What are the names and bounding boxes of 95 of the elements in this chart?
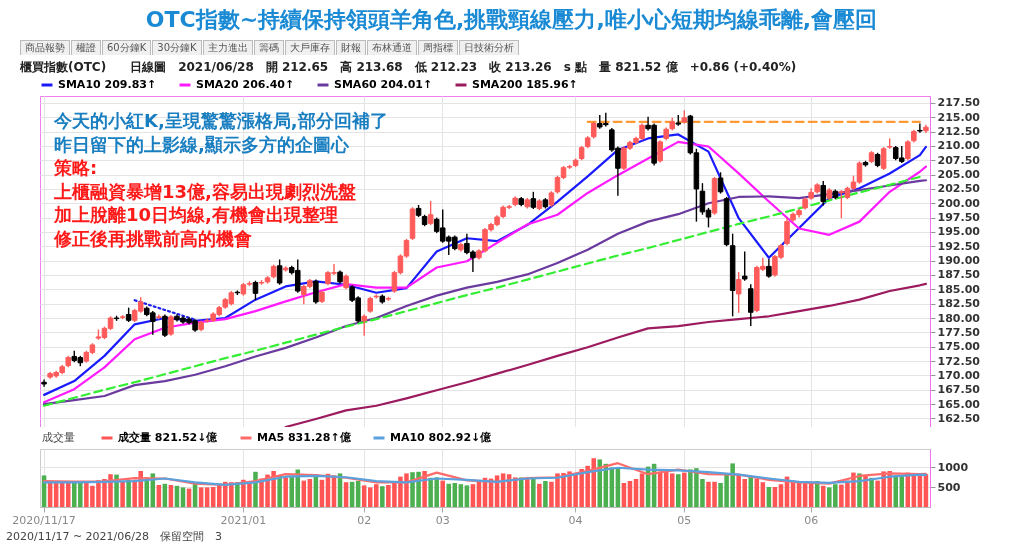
y-tick-label: 172.50 bbox=[937, 354, 981, 368]
y-tick-label: 180.00 bbox=[937, 311, 981, 325]
legend-label: SMA60 204.01↑ bbox=[334, 78, 433, 91]
text: 成交量 bbox=[42, 431, 75, 444]
text: 籌碼 bbox=[253, 40, 284, 55]
y-tick-label: 177.50 bbox=[937, 325, 981, 339]
bar bbox=[204, 487, 210, 507]
bar bbox=[464, 485, 470, 507]
text: 商品報勢 bbox=[20, 40, 70, 55]
bar bbox=[669, 473, 675, 507]
text: 周指標 bbox=[417, 40, 458, 55]
y-tick-label: 500 bbox=[937, 480, 961, 494]
bar bbox=[820, 485, 826, 507]
y-tick-label: 187.50 bbox=[937, 268, 981, 282]
y-tick-label: 182.50 bbox=[937, 297, 981, 311]
x-tick-label: 03 bbox=[435, 513, 450, 527]
candlestick bbox=[917, 122, 923, 134]
x-tick-label: 2020/11/17 bbox=[12, 513, 76, 527]
y-tick-label: 210.00 bbox=[937, 139, 981, 153]
y-tick-label: 195.00 bbox=[937, 225, 981, 239]
bar bbox=[283, 477, 288, 507]
candlestick bbox=[735, 271, 742, 314]
bar bbox=[440, 480, 445, 507]
x-tick-label: 06 bbox=[804, 513, 819, 527]
y-tick-label: 217.50 bbox=[937, 96, 981, 110]
x-tick-label: 05 bbox=[677, 513, 692, 527]
y-tick-label: 162.50 bbox=[937, 411, 981, 425]
annotation: 加上脫離10日均線,有機會出現整理 bbox=[53, 204, 338, 225]
text: 60分鐘K bbox=[102, 40, 152, 55]
y-tick-label: 212.50 bbox=[937, 125, 981, 139]
bar bbox=[869, 477, 874, 507]
bar bbox=[65, 481, 71, 507]
y-tick-label: 207.50 bbox=[937, 153, 981, 167]
x-tick-label: 02 bbox=[357, 513, 372, 527]
y-tick-label: 215.00 bbox=[937, 110, 981, 124]
y-tick-label: 185.00 bbox=[937, 282, 981, 296]
legend-label: SMA10 209.83↑ bbox=[58, 78, 157, 91]
y-tick-label: 165.00 bbox=[937, 397, 981, 411]
y-tick-label: 205.00 bbox=[937, 168, 981, 182]
y-tick-label: 167.50 bbox=[937, 383, 981, 397]
bar bbox=[361, 485, 367, 507]
bar bbox=[518, 477, 524, 507]
text: 大戶庫存 bbox=[284, 40, 335, 55]
candlestick bbox=[156, 313, 162, 320]
bar bbox=[682, 472, 687, 507]
text: 2020/11/17 ~ 2021/06/28 保留空間 3 bbox=[6, 530, 223, 543]
legend-label: MA5 831.28↑億 bbox=[257, 431, 352, 444]
text: 30分鐘K bbox=[152, 40, 202, 55]
legend-label: SMA20 206.40↑ bbox=[196, 78, 295, 91]
bar bbox=[537, 483, 542, 507]
bar bbox=[748, 476, 754, 507]
y-tick-label: 202.50 bbox=[937, 182, 981, 196]
candlestick bbox=[748, 283, 754, 327]
bar bbox=[120, 481, 125, 507]
bar bbox=[380, 486, 385, 507]
text: 主力進出 bbox=[202, 40, 253, 55]
bar bbox=[525, 478, 530, 507]
candlestick bbox=[729, 232, 736, 317]
candlestick bbox=[276, 258, 283, 286]
y-tick-label: 192.50 bbox=[937, 239, 981, 253]
y-tick-label: 170.00 bbox=[937, 368, 981, 382]
bar bbox=[198, 487, 204, 507]
bar bbox=[446, 483, 452, 507]
candlestick bbox=[741, 250, 748, 282]
annotation: 修正後再挑戰前高的機會 bbox=[53, 227, 252, 249]
x-tick-label: 04 bbox=[568, 513, 583, 527]
legend-label: SMA200 185.96↑ bbox=[472, 78, 578, 91]
y-tick-label: 200.00 bbox=[937, 196, 981, 210]
x-tick-label: 2021/01 bbox=[220, 513, 267, 527]
candlestick bbox=[820, 180, 827, 207]
text: 財報 bbox=[335, 40, 366, 55]
annotation: 策略: bbox=[53, 157, 98, 178]
text: 權證 bbox=[71, 40, 101, 55]
candlestick bbox=[427, 200, 434, 226]
line-series bbox=[284, 282, 928, 427]
candlestick bbox=[723, 196, 730, 247]
bar bbox=[531, 477, 536, 507]
annotation: 昨日留下的上影線,顯示多方的企圖心 bbox=[54, 133, 350, 155]
chart-title: OTC指數~持續保持領頭羊角色,挑戰頸線壓力,唯小心短期均線乖離,會壓回 bbox=[144, 6, 879, 34]
text: 日技術分析 bbox=[458, 40, 519, 55]
bar bbox=[676, 474, 681, 507]
y-tick-label: 1000 bbox=[937, 460, 969, 474]
annotation: 今天的小紅K,呈現驚驚漲格局,部分回補了 bbox=[53, 110, 388, 131]
y-tick-label: 190.00 bbox=[937, 254, 981, 268]
bar bbox=[180, 487, 186, 507]
text: 布林通道 bbox=[366, 40, 417, 55]
legend-label: MA10 802.92↓億 bbox=[390, 431, 493, 444]
y-tick-label: 175.00 bbox=[937, 340, 981, 354]
bar bbox=[543, 481, 548, 507]
y-tick-label: 197.50 bbox=[937, 211, 981, 225]
candlestick bbox=[880, 146, 887, 171]
bar bbox=[126, 479, 131, 507]
annotation: 上櫃融資暴增13億,容易出現劇烈洗盤 bbox=[53, 180, 356, 202]
legend-label: 成交量 821.52↓億 bbox=[117, 431, 219, 444]
chart-subtitle: 櫃買指數(OTC) 日線圖 2021/06/28 開 212.65 高 213.68 低 212.23 收 213.26 s 點 量 821.52 億 +0.86 (+0.40%) bbox=[20, 59, 798, 76]
